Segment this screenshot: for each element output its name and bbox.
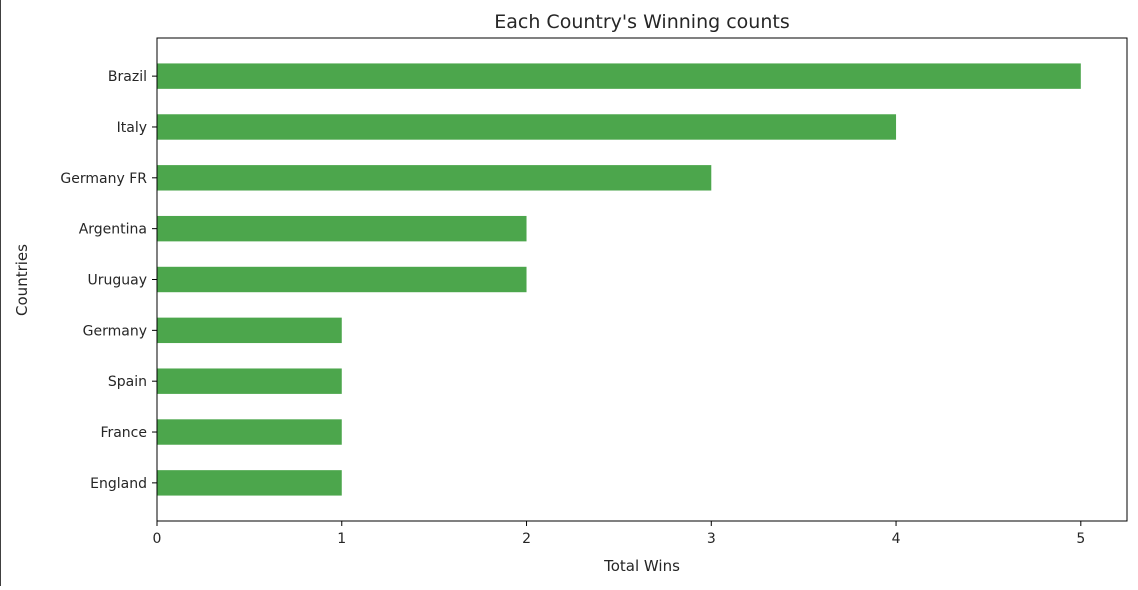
y-tick-label: Brazil bbox=[108, 69, 147, 85]
chart-title: Each Country's Winning counts bbox=[494, 11, 789, 33]
bar-italy bbox=[157, 114, 897, 140]
x-tick-label: 2 bbox=[522, 531, 531, 547]
bar-uruguay bbox=[157, 266, 527, 293]
bar-spain bbox=[157, 368, 342, 394]
frame-edge bbox=[0, 0, 1, 586]
x-tick-label: 3 bbox=[707, 531, 716, 547]
y-tick-label: Spain bbox=[108, 374, 147, 390]
x-axis-label: Total Wins bbox=[603, 557, 680, 575]
bar-germany-fr bbox=[157, 165, 712, 191]
y-tick-label: England bbox=[90, 476, 147, 492]
x-tick-label: 0 bbox=[153, 531, 162, 547]
bar-england bbox=[157, 470, 342, 496]
y-tick-label: Germany FR bbox=[60, 171, 147, 187]
y-tick-label: Argentina bbox=[79, 222, 147, 238]
bar-argentina bbox=[157, 215, 527, 242]
bar-france bbox=[157, 419, 342, 445]
bar-brazil bbox=[157, 63, 1081, 89]
x-tick-label: 1 bbox=[337, 531, 346, 547]
y-axis-label: Countries bbox=[13, 244, 31, 316]
plot-area: 0 1 2 3 4 5 Brazil Italy Germany FR Argentina Urug… bbox=[60, 37, 1128, 547]
y-tick-label: France bbox=[100, 425, 147, 441]
x-tick-label: 5 bbox=[1076, 531, 1085, 547]
x-tick-label: 4 bbox=[892, 531, 901, 547]
y-tick-label: Uruguay bbox=[88, 273, 148, 289]
y-tick-label: Germany bbox=[83, 323, 147, 339]
y-tick-label: Italy bbox=[117, 120, 147, 136]
bar-germany bbox=[157, 317, 342, 344]
